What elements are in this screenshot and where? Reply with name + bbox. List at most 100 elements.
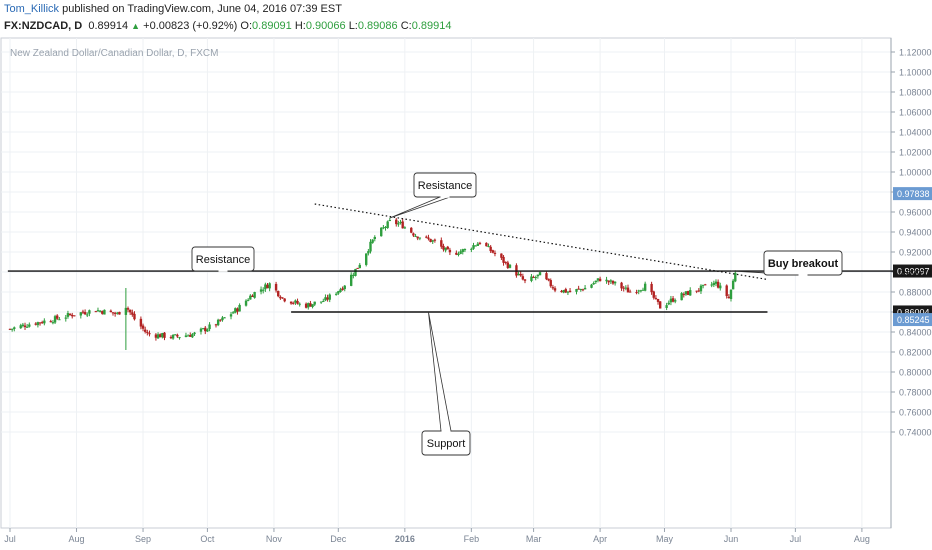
candle-body (500, 253, 503, 258)
candle-body (639, 290, 643, 292)
candle-body (176, 334, 179, 337)
candle-body (161, 332, 164, 338)
callout-label: Resistance (196, 254, 250, 266)
candle-body (274, 283, 278, 291)
candle-body (463, 248, 467, 251)
candle-body (111, 312, 115, 314)
candle-body (562, 289, 565, 293)
candle-body (298, 303, 301, 305)
candle-body (191, 334, 194, 338)
publish-line: Tom_Killick published on TradingView.com… (4, 3, 342, 15)
candle-body (304, 303, 308, 308)
candle-body (643, 283, 647, 291)
candle-body (577, 288, 580, 290)
open-value: 0.89091 (252, 20, 292, 32)
candle-body (628, 291, 632, 293)
candle-body (560, 291, 563, 293)
candle-body (568, 290, 572, 293)
y-tick-label: 0.80000 (899, 368, 932, 378)
candle-body (399, 221, 402, 223)
candle-body (455, 252, 458, 255)
candle-body (596, 278, 600, 281)
candle-body (493, 252, 497, 254)
x-tick-label: Nov (266, 534, 283, 544)
candle-body (126, 308, 130, 310)
candle-body (384, 226, 387, 228)
candle-body (279, 296, 282, 299)
candle-body (519, 273, 522, 276)
candle-body (128, 309, 132, 313)
candle-body (96, 310, 100, 312)
candle-body (156, 334, 160, 339)
candle-body (403, 227, 407, 229)
candle-body (139, 318, 143, 327)
candle-body (341, 288, 344, 290)
candle-body (307, 303, 310, 308)
candle-body (229, 314, 233, 317)
price-label: 0.89914 (899, 268, 932, 278)
high-label: H: (294, 20, 306, 32)
candle-body (251, 295, 254, 297)
candle-body (221, 317, 224, 321)
candle-body (594, 280, 598, 283)
candle-body (410, 227, 413, 233)
candle-body (444, 247, 447, 251)
candle-body (64, 317, 67, 319)
high-value: 0.90066 (305, 20, 346, 32)
candle-body (208, 324, 211, 330)
candle-body (448, 249, 452, 253)
candle-body (401, 221, 404, 229)
x-tick-label: Aug (69, 534, 85, 544)
candle-body (523, 279, 527, 281)
candle-body (199, 328, 203, 332)
candle-body (186, 335, 190, 337)
price-label: 0.85245 (897, 315, 930, 325)
candle-body (56, 315, 59, 319)
candle-body (236, 308, 239, 312)
candle-body (277, 290, 280, 297)
candle-body (354, 268, 357, 276)
candle-body (81, 311, 85, 313)
candle-body (607, 280, 610, 283)
trendline-dotted[interactable] (314, 203, 768, 281)
callout-label: Buy breakout (768, 258, 839, 270)
x-tick-label: Mar (526, 534, 542, 544)
candle-body (201, 328, 205, 330)
candle-body (349, 274, 353, 286)
candle-body (697, 290, 701, 292)
candle-body (21, 324, 25, 326)
candle-body (146, 332, 149, 334)
y-tick-label: 0.92000 (899, 248, 932, 258)
candle-body (440, 240, 443, 247)
candle-body (654, 297, 658, 299)
y-tick-label: 0.96000 (899, 208, 932, 218)
candle-body (204, 327, 207, 332)
candle-body (517, 273, 520, 276)
candle-body (425, 236, 428, 238)
y-tick-label: 1.06000 (899, 108, 932, 118)
candle-body (116, 312, 119, 314)
candle-body (485, 242, 488, 247)
candle-body (534, 277, 537, 279)
candle-body (624, 287, 628, 289)
candle-body (506, 262, 510, 268)
candle-body (674, 300, 677, 302)
candle-body (43, 320, 46, 324)
x-tick-label: Jun (724, 534, 739, 544)
candle-body (281, 297, 284, 299)
candle-body (262, 289, 265, 291)
x-tick-label: Feb (464, 534, 480, 544)
price-label: 0.90097 (897, 267, 930, 277)
candle-body (268, 283, 271, 289)
candle-body (592, 282, 595, 285)
candle-body (259, 289, 263, 292)
candle-body (367, 251, 370, 254)
candle-body (487, 246, 490, 248)
author-link[interactable]: Tom_Killick (4, 3, 60, 15)
candle-body (622, 287, 625, 289)
candle-body (311, 304, 314, 308)
candle-body (382, 227, 385, 229)
candle-body (710, 284, 713, 286)
candle-body (714, 281, 718, 284)
